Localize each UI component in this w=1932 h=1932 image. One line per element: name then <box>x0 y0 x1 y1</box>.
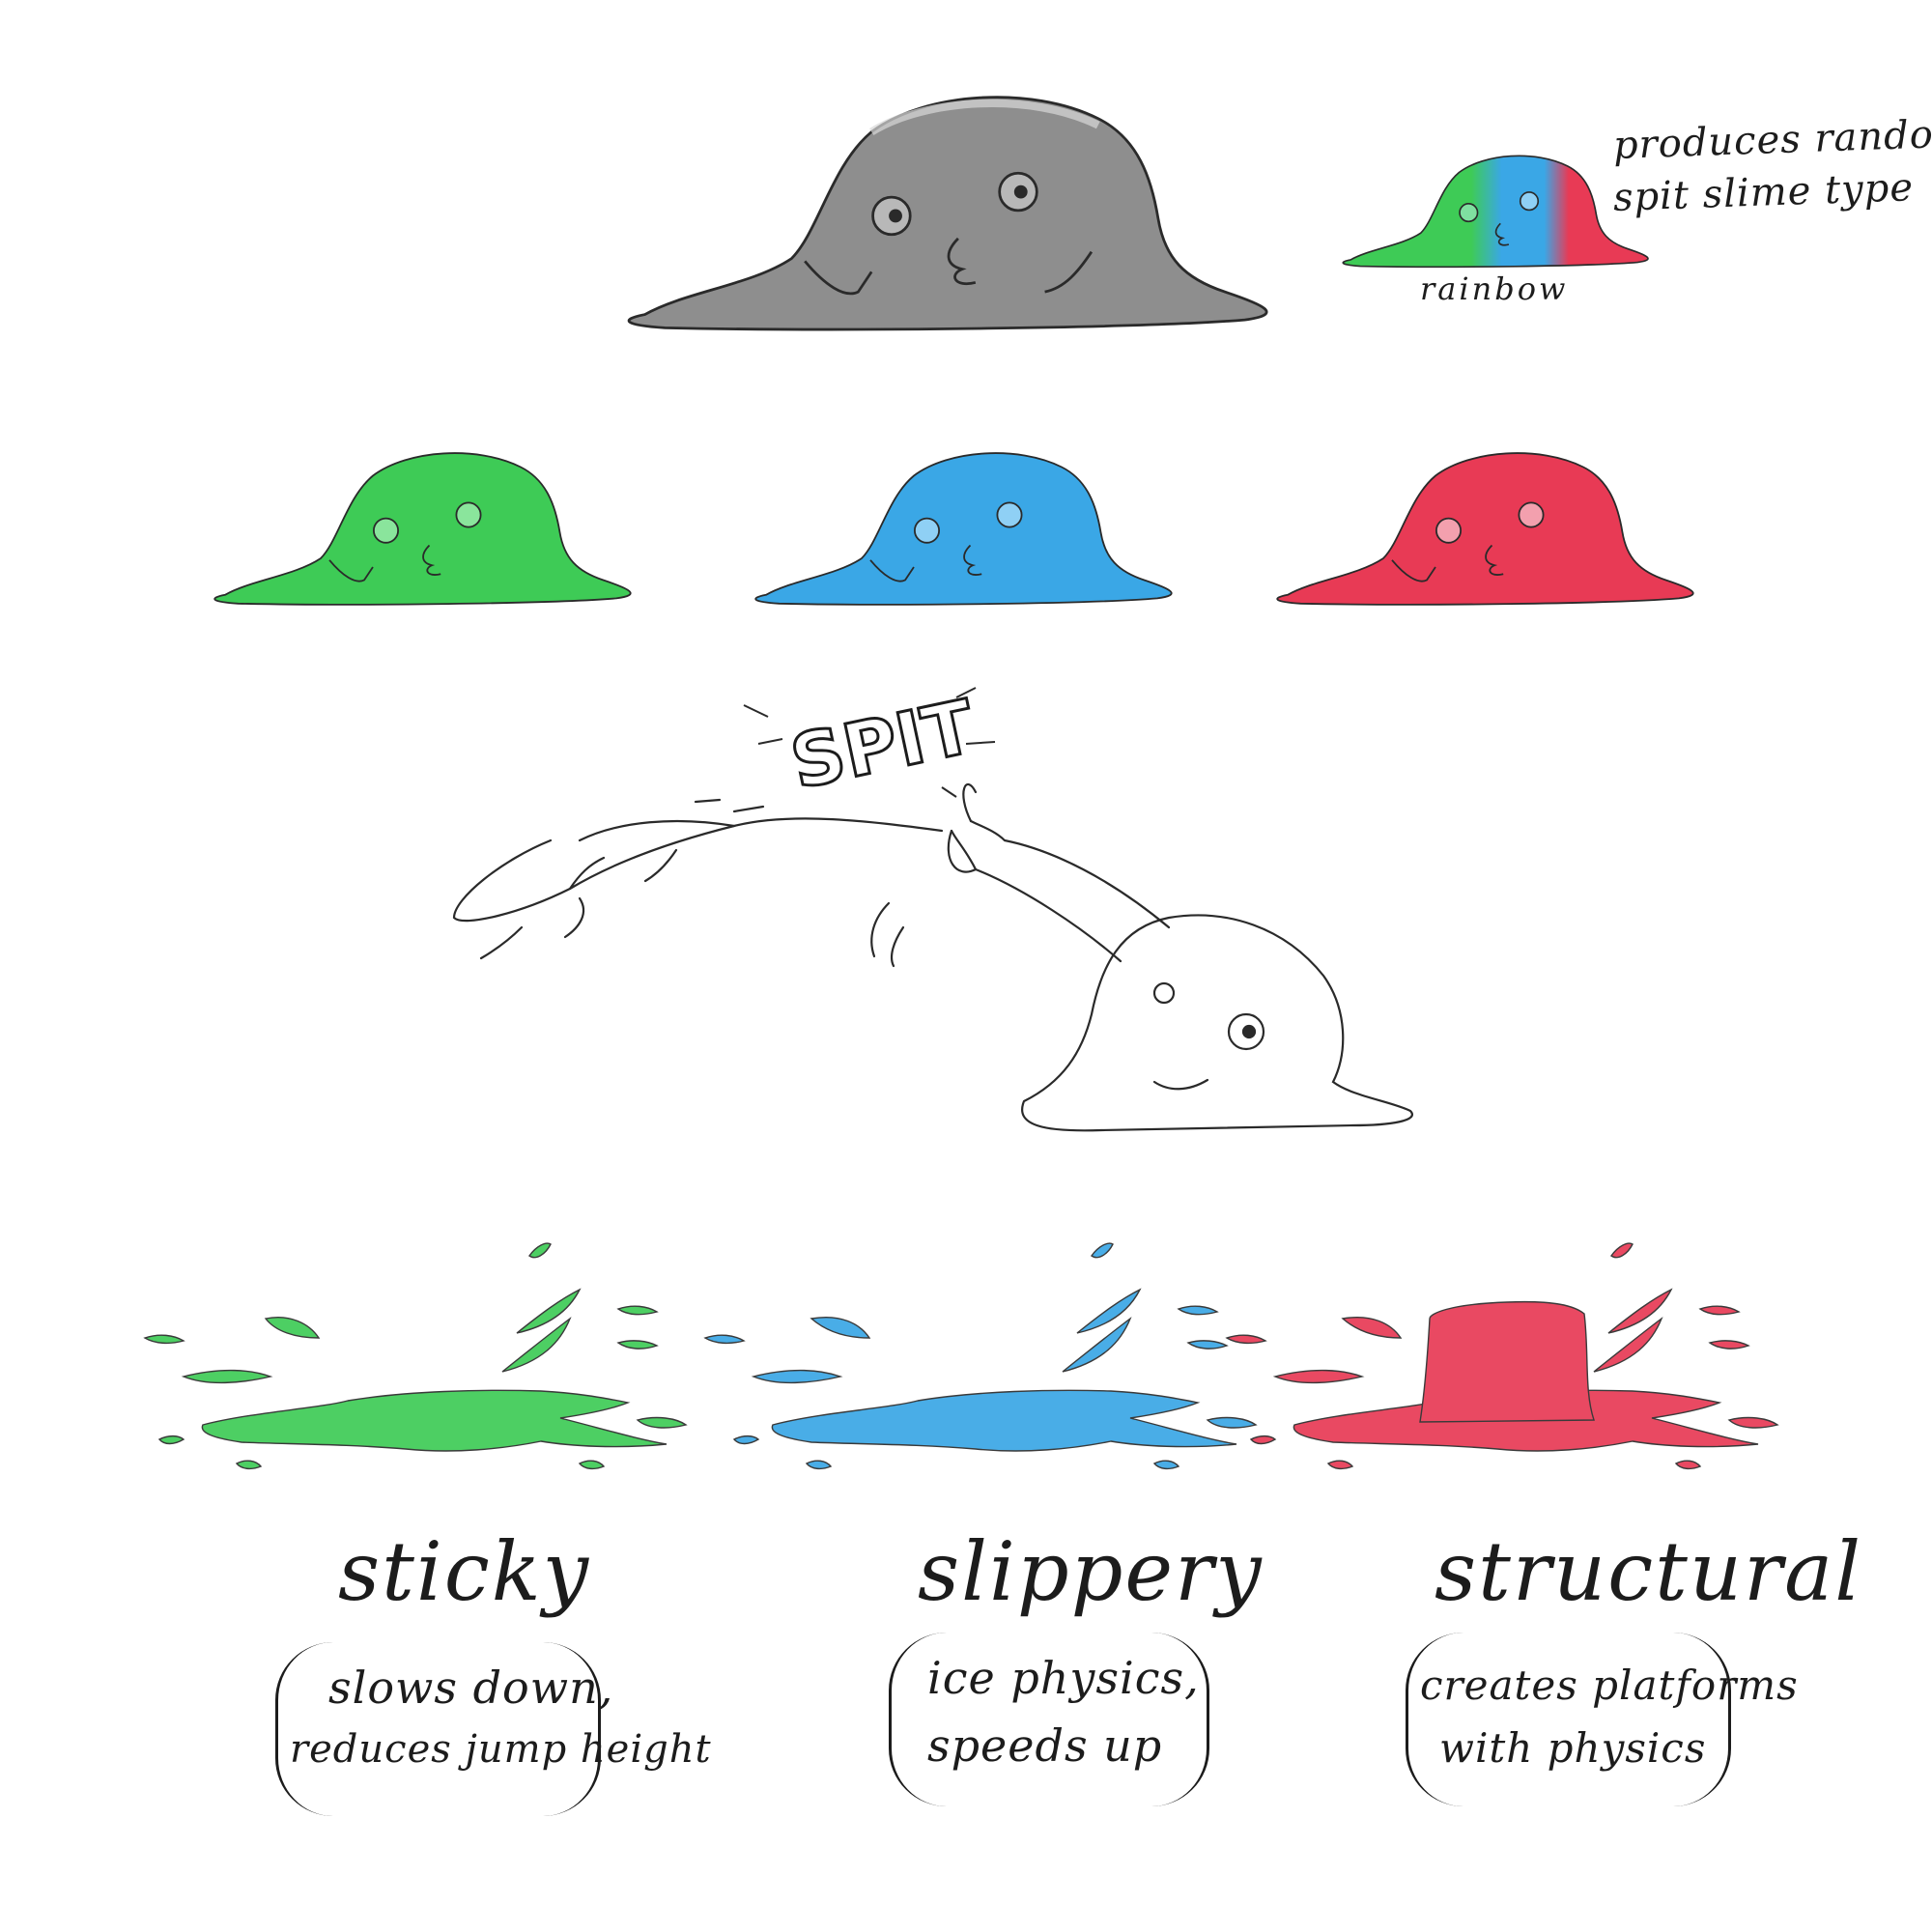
slippery-splat <box>703 1242 1258 1470</box>
red-slime <box>1276 452 1694 606</box>
spit-sound-effect: SPIT <box>743 682 996 807</box>
close-paren <box>541 1642 601 1816</box>
close-paren <box>1150 1633 1209 1806</box>
structural-splat <box>1225 1242 1779 1470</box>
open-paren <box>1406 1633 1465 1806</box>
rainbow-label: rainbow <box>1420 270 1569 307</box>
structural-desc-line2: with physics <box>1439 1724 1707 1772</box>
slippery-desc-line2: speeds up <box>927 1719 1163 1772</box>
spit-text: SPIT <box>783 683 981 806</box>
spitting-slime-sketch <box>452 783 1413 1132</box>
sticky-desc-line2: reduces jump height <box>290 1727 712 1772</box>
blue-slime <box>754 452 1173 606</box>
structural-desc-line1: creates platforms <box>1420 1662 1799 1709</box>
type-label-sticky: sticky <box>338 1524 591 1619</box>
gray-slime <box>627 96 1268 331</box>
green-slime <box>213 452 632 606</box>
close-paren <box>1671 1633 1731 1806</box>
type-label-slippery: slippery <box>918 1524 1264 1619</box>
open-paren <box>889 1633 949 1806</box>
sticky-splat <box>143 1242 688 1470</box>
rainbow-slime <box>1342 155 1649 269</box>
type-label-structural: structural <box>1435 1524 1863 1619</box>
open-paren <box>275 1642 335 1816</box>
